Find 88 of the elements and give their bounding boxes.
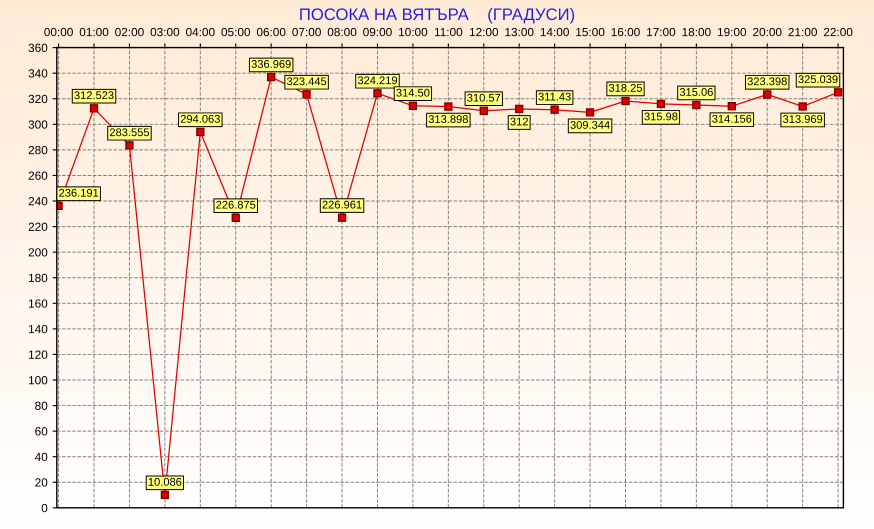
x-tick-label: 10:00	[399, 28, 428, 36]
point	[408, 102, 418, 110]
chart-title: ПОСОКА НА ВЯТЪРА (ГРАДУСИ)	[300, 8, 574, 24]
y-tick-label: 260	[28, 171, 48, 180]
point	[656, 100, 666, 108]
data-label: 283.555	[110, 128, 150, 136]
y-tick-label: 100	[28, 376, 48, 384]
data-label: 314.50	[396, 88, 430, 97]
x-tick-label: 17:00	[647, 28, 676, 36]
point	[196, 128, 204, 136]
data-label: 311.43	[538, 92, 571, 101]
x-tick-label: 04:00	[186, 28, 215, 36]
data-label: 10.086	[148, 478, 182, 486]
data-label: 325.039	[798, 75, 838, 84]
x-tick-label: 02:00	[115, 28, 144, 36]
data-label: 315.06	[680, 88, 713, 96]
data-label: 226.961	[322, 200, 362, 209]
data-label: 313.969	[783, 115, 822, 123]
point	[586, 108, 594, 117]
point	[373, 89, 382, 98]
data-label: 312	[510, 118, 528, 126]
x-tick-label: 20:00	[753, 28, 782, 36]
data-label: 314.156	[712, 114, 752, 123]
data-label: 309.344	[570, 120, 610, 129]
point	[692, 100, 701, 110]
point	[834, 88, 842, 96]
x-tick-label: 21:00	[788, 28, 817, 36]
data-label: 323.398	[748, 77, 787, 86]
x-tick-label: 13:00	[505, 28, 534, 36]
y-tick-label: 300	[28, 120, 48, 129]
point	[125, 141, 134, 150]
point	[160, 490, 170, 500]
y-tick-label: 220	[28, 222, 48, 231]
point	[728, 102, 736, 110]
x-tick-label: 07:00	[292, 28, 321, 36]
point	[798, 102, 807, 111]
point	[515, 104, 524, 114]
y-tick-label: 0	[42, 504, 48, 512]
point	[763, 90, 772, 99]
y-tick-label: 140	[28, 324, 48, 334]
y-tick-label: 180	[28, 274, 48, 282]
x-tick-label: 06:00	[256, 28, 286, 36]
data-label: 318.25	[608, 84, 642, 92]
x-tick-label: 18:00	[682, 28, 711, 36]
data-label: 323.445	[286, 77, 326, 86]
x-tick-label: 00:00	[44, 28, 73, 36]
data-label: 294.063	[180, 114, 220, 123]
y-tick-label: 160	[28, 299, 48, 308]
data-label: 310.57	[467, 94, 500, 102]
y-tick-label: 280	[28, 146, 48, 154]
y-tick-label: 80	[35, 402, 48, 410]
x-tick-label: 14:00	[540, 28, 569, 36]
point	[267, 72, 276, 82]
x-tick-label: 05:00	[221, 28, 250, 36]
x-tick-label: 03:00	[150, 28, 180, 36]
data-label: 336.969	[252, 60, 291, 68]
x-tick-label: 19:00	[718, 28, 746, 36]
point	[338, 214, 346, 222]
x-tick-label: 12:00	[470, 28, 498, 36]
point	[550, 106, 559, 114]
data-label: 315.98	[644, 112, 678, 120]
y-tick-label: 200	[28, 248, 48, 257]
x-tick-label: 08:00	[328, 28, 356, 36]
y-tick-label: 320	[28, 94, 48, 104]
y-tick-label: 340	[28, 69, 48, 78]
point	[302, 90, 311, 99]
y-tick-label: 20	[35, 478, 48, 487]
data-label: 313.898	[428, 115, 468, 124]
point	[621, 96, 630, 106]
x-tick-label: 16:00	[612, 28, 640, 36]
y-tick-label: 60	[35, 427, 48, 436]
point	[480, 106, 488, 115]
y-tick-label: 360	[28, 44, 48, 52]
y-tick-label: 240	[28, 197, 48, 206]
x-tick-label: 22:00	[824, 28, 852, 36]
x-tick-label: 09:00	[363, 28, 392, 36]
y-tick-label: 40	[34, 452, 48, 462]
data-label: 226.875	[216, 200, 256, 209]
data-label: 324.219	[358, 76, 398, 84]
y-tick-label: 120	[28, 350, 48, 359]
x-tick-label: 01:00	[80, 28, 108, 36]
data-label: 312.523	[74, 91, 114, 100]
point	[90, 104, 98, 112]
point	[444, 102, 453, 111]
point	[232, 214, 240, 222]
data-label: 236.191	[59, 188, 98, 197]
x-tick-label: 11:00	[434, 28, 462, 36]
x-tick-label: 15:00	[576, 28, 604, 36]
